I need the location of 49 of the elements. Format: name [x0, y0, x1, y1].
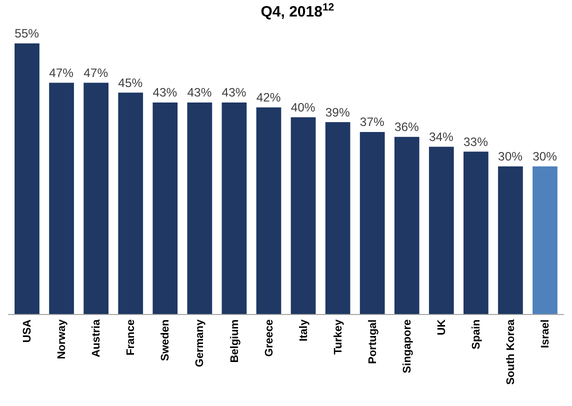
bar — [84, 82, 108, 314]
data-label: 30% — [498, 150, 523, 164]
bar — [152, 102, 178, 314]
bar — [14, 43, 40, 314]
x-tick-label: USA — [22, 319, 34, 343]
x-tick-label: Turkey — [332, 318, 344, 355]
data-label: 45% — [118, 76, 143, 90]
data-label: 43% — [187, 86, 212, 100]
bar — [428, 146, 454, 314]
x-tick-label: Greece — [263, 319, 276, 357]
x-tick-label: Italy — [298, 318, 310, 342]
bar — [532, 166, 558, 314]
data-label: 40% — [290, 100, 316, 114]
data-label: 34% — [428, 130, 454, 144]
bar — [360, 132, 385, 314]
bar — [187, 102, 212, 314]
data-label: 37% — [360, 115, 384, 130]
x-tick-label: South Korea — [505, 318, 518, 385]
x-tick-label: Germany — [194, 318, 206, 368]
x-tick-label: Singapore — [401, 319, 414, 374]
x-tick-label: Sweden — [160, 319, 172, 361]
data-label: 30% — [532, 150, 558, 164]
bar — [394, 136, 420, 314]
data-label: 47% — [49, 66, 74, 80]
chart-title: Q4, 2018$^{12}$ — [260, 1, 334, 21]
bar — [222, 102, 247, 314]
x-tick-label: Norway — [56, 318, 68, 360]
data-label: 42% — [256, 90, 281, 105]
data-label: 43% — [152, 86, 178, 100]
bar — [325, 122, 350, 314]
bar — [498, 166, 523, 314]
x-tick-label: Portugal — [366, 319, 379, 364]
x-tick-label: Israel — [540, 319, 552, 348]
x-tick-label: Austria — [90, 318, 103, 358]
data-label: 47% — [84, 66, 108, 80]
bar — [118, 92, 144, 314]
data-label: 55% — [14, 26, 40, 41]
data-label: 33% — [464, 134, 488, 149]
data-label: 43% — [222, 86, 246, 100]
bar — [290, 117, 316, 314]
x-tick-label: France — [125, 319, 138, 356]
bar — [49, 82, 74, 314]
x-tick-label: UK — [436, 319, 448, 336]
data-label: 39% — [325, 105, 350, 120]
bar — [464, 152, 488, 314]
x-tick-label: Spain — [470, 319, 483, 350]
x-tick-label: Belgium — [228, 319, 241, 363]
bar — [256, 107, 282, 314]
data-label: 36% — [394, 120, 420, 134]
